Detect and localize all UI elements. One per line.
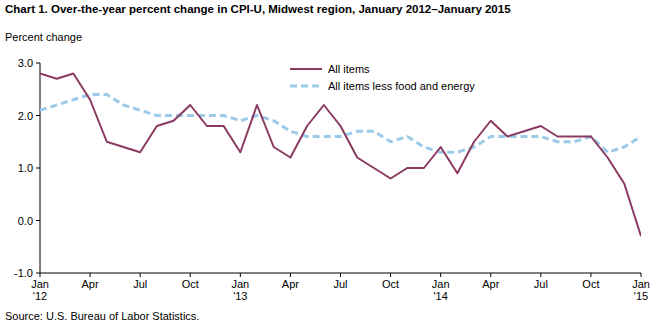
x-tick <box>440 273 441 277</box>
y-tick <box>36 273 40 274</box>
x-tick <box>340 273 341 277</box>
title: Chart 1. Over-the-year percent change in… <box>5 3 511 15</box>
x-tick <box>140 273 141 277</box>
x-tick-label-line: '12 <box>33 290 47 302</box>
legend-swatch <box>290 68 322 70</box>
x-tick <box>641 273 642 277</box>
y-tick-label: 0.0 <box>18 215 33 227</box>
x-tick <box>190 273 191 277</box>
x-tick-label-line: Apr <box>282 278 299 290</box>
x-tick-label-line: Oct <box>382 278 399 290</box>
x-tick-label-line: Oct <box>582 278 599 290</box>
series-line <box>40 74 641 237</box>
source: Source: U.S. Bureau of Labor Statistics. <box>5 310 199 322</box>
legend-label: All items <box>328 63 370 75</box>
x-tick <box>490 273 491 277</box>
y-tick-label: 3.0 <box>18 57 33 69</box>
x-tick <box>90 273 91 277</box>
y-tick <box>36 220 40 221</box>
x-tick-label: Jul <box>534 278 548 290</box>
x-tick <box>240 273 241 277</box>
x-tick-label: Apr <box>282 278 299 290</box>
y-axis-label: Percent change <box>5 31 82 43</box>
legend-label: All items less food and energy <box>328 80 475 92</box>
x-tick-label: Oct <box>182 278 199 290</box>
x-tick-label-line: Jan <box>632 278 650 290</box>
y-tick-label: 1.0 <box>18 162 33 174</box>
x-tick <box>40 273 41 277</box>
x-tick-label-line: Jul <box>133 278 147 290</box>
x-tick-label-line: '15 <box>634 290 648 302</box>
x-tick-label-line: Jan <box>231 278 249 290</box>
series-line <box>40 95 641 153</box>
x-tick-label-line: '13 <box>233 290 247 302</box>
x-tick-label: Jul <box>333 278 347 290</box>
x-tick-label: Oct <box>382 278 399 290</box>
y-tick <box>36 115 40 116</box>
x-tick-label: Jan'15 <box>632 278 650 302</box>
x-tick-label-line: Apr <box>482 278 499 290</box>
y-tick <box>36 63 40 64</box>
plot-area <box>40 74 641 237</box>
x-tick-label: Apr <box>482 278 499 290</box>
x-tick-label-line: Jul <box>333 278 347 290</box>
x-tick-label-line: Jan <box>432 278 450 290</box>
x-tick-label: Jan'12 <box>31 278 49 302</box>
x-tick-label: Apr <box>82 278 99 290</box>
x-tick-label: Jan'14 <box>432 278 450 302</box>
x-tick-label: Jul <box>133 278 147 290</box>
x-tick-label-line: '14 <box>433 290 447 302</box>
chart: Chart 1. Over-the-year percent change in… <box>0 0 659 326</box>
y-tick-label: 2.0 <box>18 110 33 122</box>
x-tick <box>590 273 591 277</box>
x-tick-label-line: Apr <box>82 278 99 290</box>
legend-swatch <box>290 85 322 88</box>
y-tick <box>36 168 40 169</box>
x-tick-label-line: Jan <box>31 278 49 290</box>
x-tick <box>540 273 541 277</box>
x-tick <box>390 273 391 277</box>
x-tick-label: Jan'13 <box>231 278 249 302</box>
x-tick-label: Oct <box>582 278 599 290</box>
x-tick-label-line: Jul <box>534 278 548 290</box>
x-tick <box>290 273 291 277</box>
x-tick-label-line: Oct <box>182 278 199 290</box>
y-axis <box>40 63 41 273</box>
